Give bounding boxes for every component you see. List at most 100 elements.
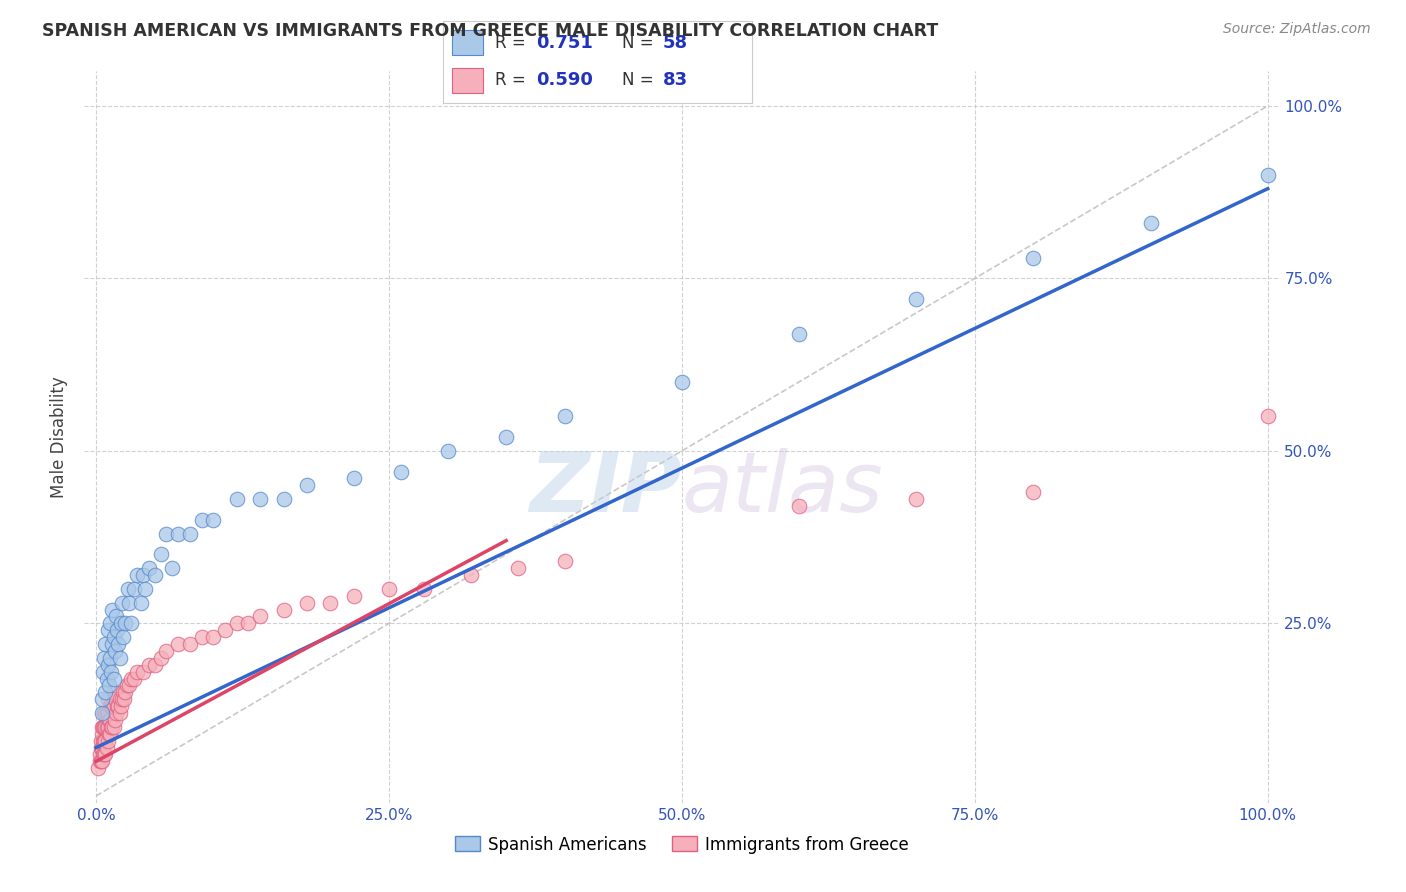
Point: [93, 733, 115, 747]
Point: [389, 465, 412, 479]
Point: [249, 492, 271, 507]
Point: [98, 616, 121, 631]
Point: [134, 582, 156, 596]
Point: [554, 409, 576, 424]
Point: [111, 596, 134, 610]
Point: [110, 616, 132, 631]
Point: [905, 492, 928, 507]
Point: [107, 637, 129, 651]
Point: [90, 706, 114, 720]
Text: 83: 83: [662, 71, 688, 89]
Point: [273, 602, 295, 616]
Point: [93, 720, 115, 734]
Point: [554, 554, 576, 568]
Point: [114, 616, 136, 631]
Point: [249, 609, 271, 624]
Text: 0.751: 0.751: [536, 34, 592, 52]
Point: [117, 582, 139, 596]
Point: [343, 471, 366, 485]
Text: 58: 58: [662, 34, 688, 52]
Point: [202, 630, 225, 644]
Point: [100, 699, 122, 714]
Point: [87, 761, 110, 775]
Point: [90, 692, 114, 706]
Legend: Spanish Americans, Immigrants from Greece: Spanish Americans, Immigrants from Greec…: [449, 829, 915, 860]
Point: [1139, 216, 1161, 230]
Point: [295, 596, 318, 610]
Point: [319, 596, 342, 610]
Point: [104, 713, 127, 727]
Point: [127, 665, 149, 679]
Point: [132, 665, 155, 679]
Point: [90, 740, 114, 755]
Point: [105, 609, 128, 624]
Point: [98, 678, 121, 692]
Point: [103, 699, 125, 714]
Point: [104, 644, 127, 658]
Point: [238, 616, 260, 631]
Point: [94, 747, 117, 762]
Point: [149, 651, 172, 665]
Point: [413, 582, 436, 596]
Point: [94, 733, 117, 747]
Point: [114, 685, 136, 699]
Point: [93, 651, 115, 665]
Point: [103, 672, 125, 686]
Point: [89, 755, 111, 769]
Point: [107, 699, 129, 714]
Text: Source: ZipAtlas.com: Source: ZipAtlas.com: [1223, 22, 1371, 37]
Point: [225, 492, 247, 507]
Point: [103, 720, 125, 734]
Point: [190, 513, 212, 527]
Point: [138, 657, 160, 672]
Point: [787, 326, 810, 341]
Point: [111, 692, 134, 706]
Point: [91, 665, 114, 679]
Point: [179, 637, 201, 651]
Point: [225, 616, 247, 631]
Text: R =: R =: [495, 34, 531, 52]
Point: [787, 499, 810, 513]
Point: [378, 582, 401, 596]
Point: [118, 678, 141, 692]
Point: [98, 727, 121, 741]
Point: [98, 651, 121, 665]
Text: ZIP: ZIP: [529, 448, 682, 529]
Point: [115, 678, 138, 692]
Point: [108, 706, 131, 720]
Bar: [453, 68, 484, 93]
Point: [96, 672, 118, 686]
Point: [190, 630, 212, 644]
Point: [103, 685, 125, 699]
Point: [129, 596, 152, 610]
Point: [105, 699, 128, 714]
Point: [214, 624, 236, 638]
Point: [1257, 409, 1279, 424]
Point: [91, 733, 114, 747]
Point: [149, 548, 172, 562]
Point: [101, 602, 124, 616]
Point: [94, 685, 117, 699]
Text: SPANISH AMERICAN VS IMMIGRANTS FROM GREECE MALE DISABILITY CORRELATION CHART: SPANISH AMERICAN VS IMMIGRANTS FROM GREE…: [42, 22, 938, 40]
Point: [343, 589, 366, 603]
Point: [108, 692, 131, 706]
Point: [104, 692, 127, 706]
Point: [1257, 168, 1279, 182]
Point: [90, 755, 114, 769]
Point: [295, 478, 318, 492]
Point: [112, 630, 135, 644]
Text: 0.590: 0.590: [536, 71, 592, 89]
Point: [273, 492, 295, 507]
Point: [101, 699, 124, 714]
Point: [143, 568, 166, 582]
Point: [90, 755, 112, 769]
Point: [101, 637, 124, 651]
Point: [89, 747, 111, 762]
Point: [101, 720, 124, 734]
Point: [671, 375, 693, 389]
Text: N =: N =: [623, 34, 659, 52]
Point: [162, 561, 183, 575]
Point: [94, 637, 117, 651]
Point: [495, 430, 517, 444]
Text: R =: R =: [495, 71, 531, 89]
